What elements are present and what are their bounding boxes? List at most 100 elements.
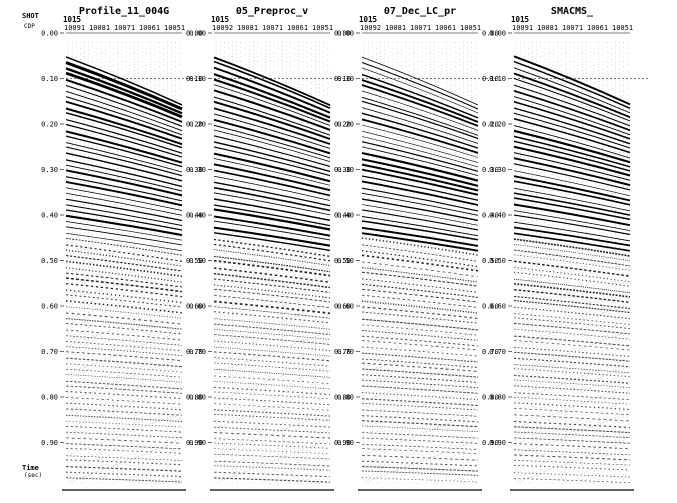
reflector-event [361,283,479,298]
time-tick-label: 0.40 [189,212,206,220]
reflector-event [513,368,631,378]
reflector-event [65,84,183,127]
reflector-event [65,123,183,158]
panel-shot-number: 1015 [211,15,229,24]
panel-cdp-label: 10081 [237,24,258,32]
reflector-event [361,107,479,144]
reflector-event [513,118,631,154]
reflector-event [213,129,331,162]
reflector-event [513,408,631,416]
reflector-event [513,443,631,450]
time-tick-label: 0.20 [41,121,58,129]
time-tick-label: 0.80 [189,394,206,402]
reflector-event [361,216,479,237]
reflector-event [513,187,631,212]
reflector-event [513,464,631,471]
reflector-event [361,141,479,172]
reflector-event [213,163,331,192]
reflector-event [513,107,631,145]
reflector-event [361,250,479,268]
time-tick-label-right: 0.00 [334,30,351,38]
reflector-event [513,351,631,362]
reflector-event [65,152,183,182]
reflector-event [361,318,479,331]
reflector-event [361,67,479,114]
reflector-event [513,260,631,277]
reflector-event [65,408,183,416]
reflector-event [513,402,631,411]
reflector-event [65,385,183,394]
reflector-event [213,186,331,212]
reflector-event [513,129,631,164]
noise-event [70,441,178,482]
panel-cdp-label: 10081 [89,24,110,32]
reflector-event [65,71,183,119]
reflector-event [65,477,183,483]
reflector-event [361,192,479,216]
reflector-event [361,136,479,168]
reflector-event [361,56,479,106]
time-tick-label-right: 0.80 [334,394,351,402]
time-tick-label: 0.20 [489,121,506,129]
reflector-event [513,317,631,330]
noise-event [218,304,326,346]
reflector-event [65,466,183,472]
reflector-event [65,135,183,168]
noise-event [70,386,178,428]
reflector-event [213,432,331,439]
reflector-event [213,460,331,467]
reflector-event [513,300,631,314]
time-tick-label-right: 0.20 [482,121,499,129]
trace-texture [215,42,329,484]
reflector-event [65,169,183,197]
reflector-event [65,368,183,378]
reflector-event [213,192,331,216]
reflector-event [361,294,479,308]
panel-cdp-label: 10071 [410,24,431,32]
time-tick-label: 0.70 [189,348,206,356]
time-tick-label-right: 0.20 [334,121,351,129]
reflector-event [65,67,183,115]
noise-event [366,414,474,455]
time-tick-label: 0.50 [189,257,206,265]
time-tick-label: 0.70 [41,348,58,356]
reflector-event [361,340,479,351]
shot-header-label: SHOT [22,12,39,20]
reflector-event [513,364,631,374]
reflector-event [361,62,479,110]
reflector-event [361,168,479,196]
reflector-event [213,73,331,119]
noise-event [366,332,474,373]
noise-event [518,332,626,373]
reflector-event [65,447,183,454]
reflector-event [213,243,331,262]
time-tick-label-right: 0.70 [186,348,203,356]
noise-event [366,359,474,400]
reflector-event [213,124,331,159]
trace-texture [363,42,477,484]
reflector-event [513,414,631,422]
reflector-event [65,96,183,136]
reflector-event [513,232,631,252]
reflector-event [213,204,331,227]
reflector-event [361,477,479,483]
noise-event [70,414,178,455]
time-tick-label: 0.80 [489,394,506,402]
reflector-event [213,295,331,309]
reflector-event [513,313,631,325]
reflector-event [513,374,631,384]
cdp-header-label: CDP [24,23,35,30]
reflector-event [513,266,631,283]
reflector-event [513,145,631,177]
reflector-event [213,288,331,303]
time-tick-label: 0.70 [337,348,354,356]
reflector-event [361,187,479,212]
reflector-event [65,78,183,123]
reflector-event [65,390,183,400]
time-tick-label: 0.20 [337,121,354,129]
reflector-event [65,119,183,154]
time-tick-label-right: 0.60 [186,303,203,311]
